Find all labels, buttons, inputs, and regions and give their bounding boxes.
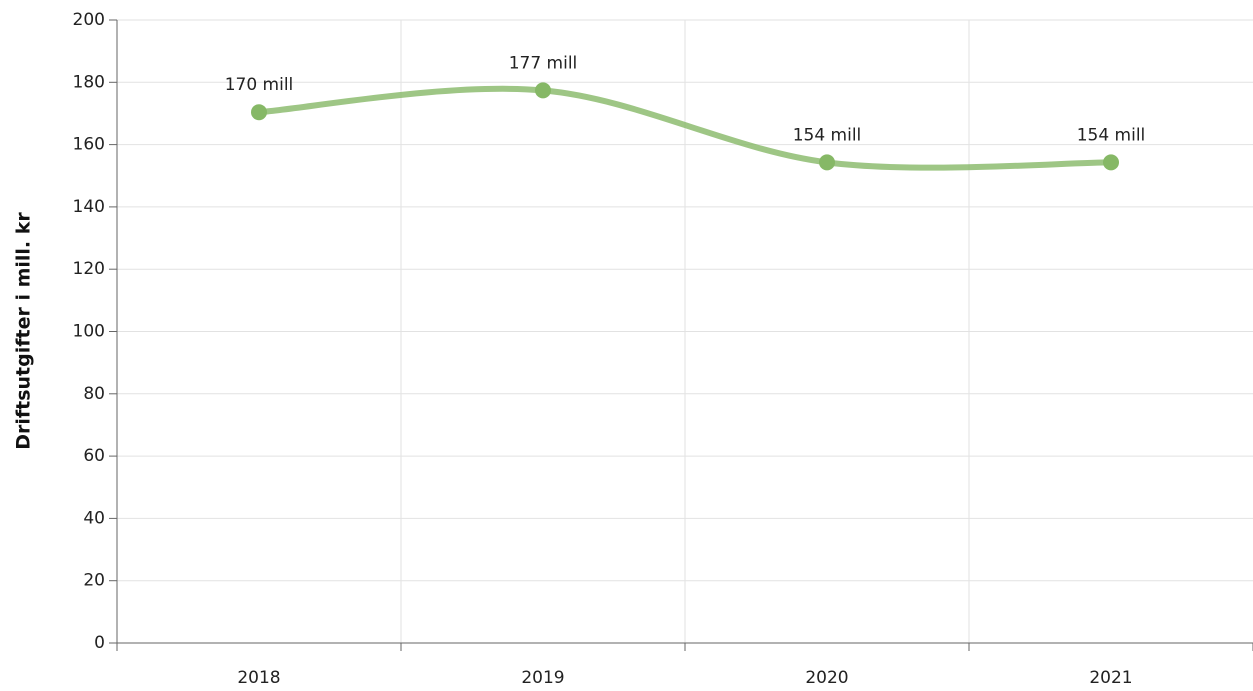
data-label: 177 mill	[509, 53, 578, 73]
x-tick-label: 2021	[1089, 668, 1132, 688]
x-tick-label: 2020	[805, 668, 848, 688]
y-tick-label: 80	[83, 384, 105, 404]
x-tick-label: 2018	[237, 668, 280, 688]
y-tick-label: 100	[73, 322, 105, 342]
y-axis-title: Driftsutgifter i mill. kr	[13, 212, 35, 450]
point	[819, 154, 835, 171]
y-tick-label: 120	[73, 259, 105, 279]
y-tick-label: 180	[73, 72, 105, 92]
data-label: 170 mill	[225, 75, 294, 95]
y-tick-label: 40	[83, 508, 105, 528]
y-tick-label: 0	[94, 633, 105, 653]
y-tick-label: 200	[73, 10, 105, 30]
y-tick-label: 20	[83, 571, 105, 591]
data-label: 154 mill	[1077, 125, 1146, 145]
y-tick-label: 160	[73, 135, 105, 155]
data-label: 154 mill	[793, 125, 862, 145]
y-tick-label: 140	[73, 197, 105, 217]
line	[256, 85, 1114, 171]
point	[535, 82, 551, 99]
y-tick-label: 60	[83, 446, 105, 466]
x-tick-label: 2019	[521, 668, 564, 688]
point	[1103, 154, 1119, 171]
point	[251, 104, 267, 121]
